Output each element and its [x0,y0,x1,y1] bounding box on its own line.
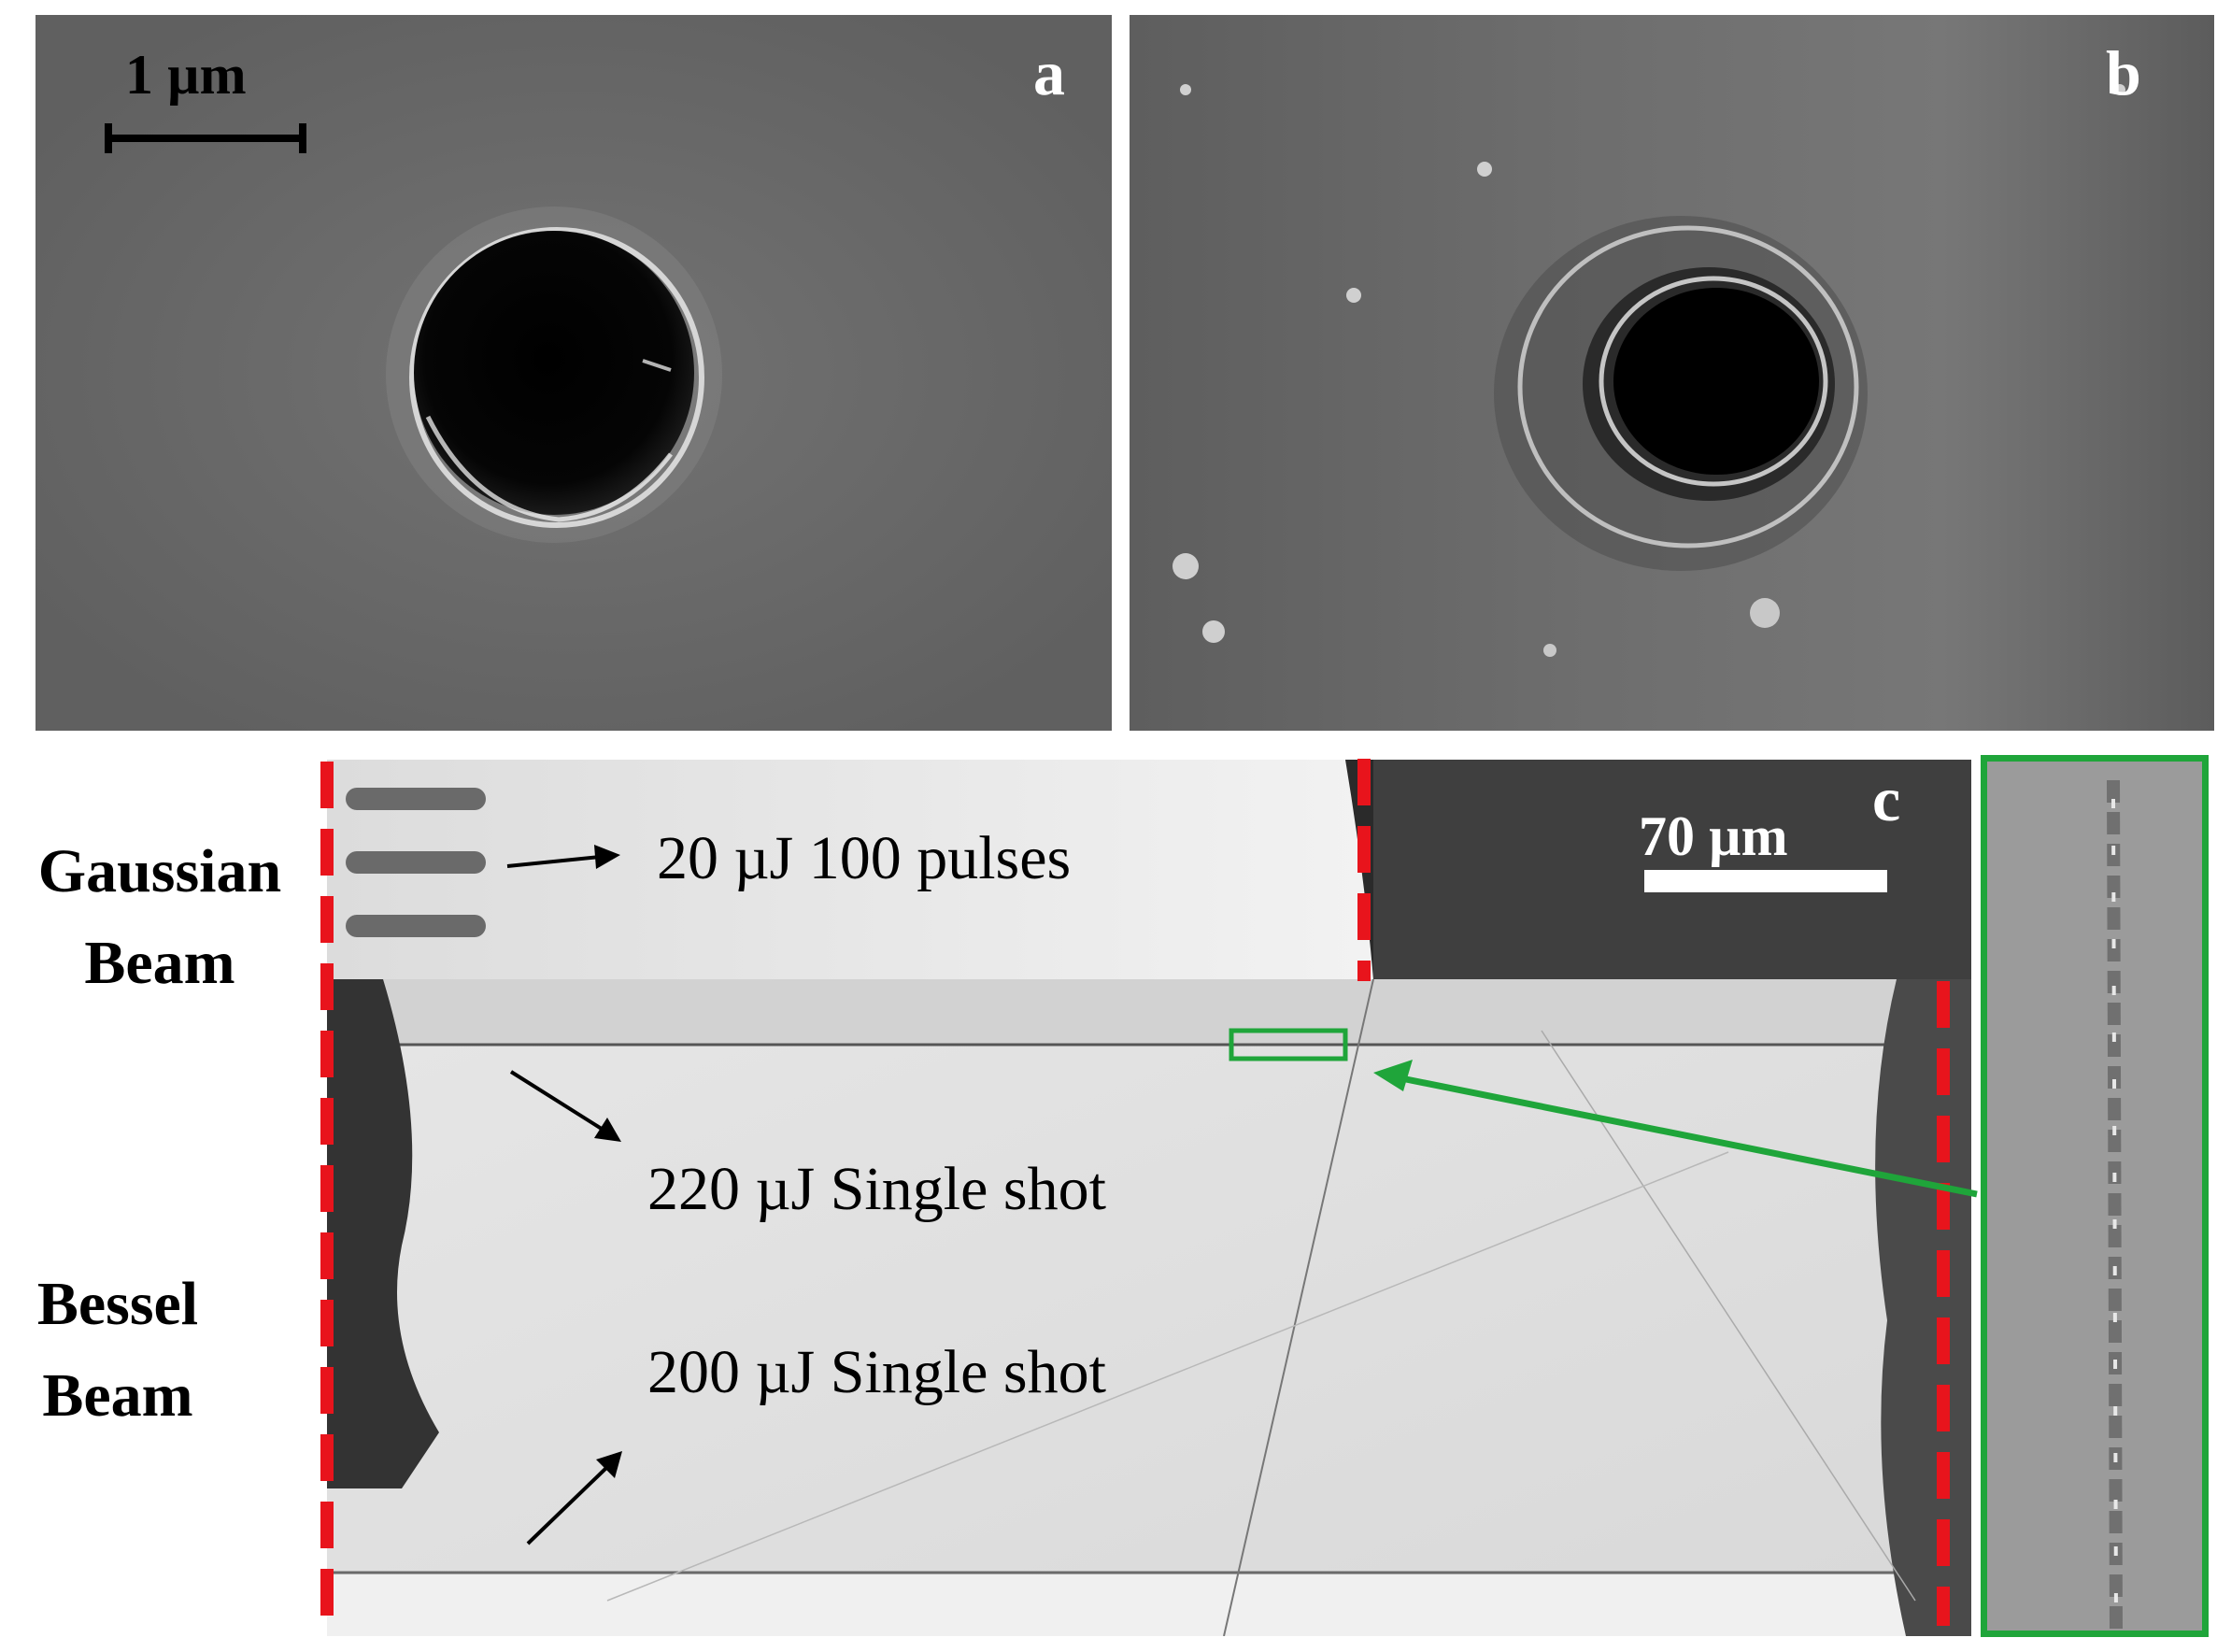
bessel-200-arrow [526,1465,609,1545]
magnified-inset [1981,755,2209,1637]
scale-bar-c [1644,870,1887,892]
inset-pointer-arrow [1391,1073,1978,1198]
bessel-220-annotation: 220 µJ Single shot [647,1155,1106,1223]
sem-image-b: b [1130,15,2214,731]
scale-bar-label-a: 1 µm [125,44,247,106]
panel-label-a: a [1033,37,1065,108]
bessel-220-arrow [509,1070,606,1132]
gaussian-annotation: 20 µJ 100 pulses [657,824,1072,892]
bessel-beam-label: Bessel Beam [36,1270,199,1430]
bessel-200-annotation: 200 µJ Single shot [647,1338,1106,1406]
panel-label-b: b [2106,37,2141,108]
scale-bar-a-right-cap [299,123,306,153]
bessel-200-arrowhead [596,1451,622,1478]
sem-image-a-graphic [36,15,1112,731]
gaussian-arrow [506,855,601,868]
magnified-inset-graphic [1987,762,2202,1631]
inset-pointer-arrowhead [1373,1060,1413,1091]
optical-image-c: c 70 µm [327,760,1971,1636]
scale-bar-label-c: 70 µm [1639,805,1788,867]
gaussian-beam-label: Gaussian Beam [37,837,282,997]
inset-source-box [1229,1028,1348,1061]
gaussian-arrowhead [594,845,620,869]
panel-label-c: c [1872,763,1901,834]
sem-image-b-graphic [1130,15,2214,731]
scale-bar-a [108,135,303,142]
scale-bar-a-left-cap [105,123,112,153]
sem-image-a: a 1 µm [36,15,1112,731]
bessel-220-arrowhead [594,1118,621,1142]
